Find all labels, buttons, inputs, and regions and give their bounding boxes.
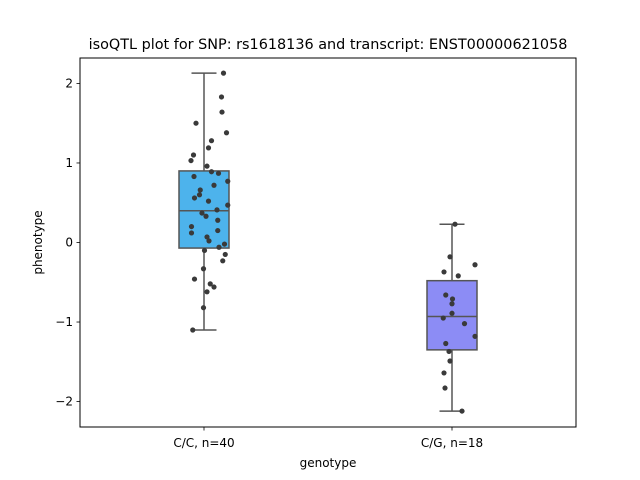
data-point — [220, 258, 226, 264]
data-point — [208, 169, 215, 175]
data-point — [441, 370, 447, 376]
data-point — [204, 163, 210, 169]
data-point — [459, 408, 465, 414]
data-point — [447, 358, 453, 364]
data-point — [211, 284, 217, 290]
y-tick-label: 2 — [65, 76, 73, 90]
y-tick-label: −2 — [55, 395, 73, 409]
data-point — [215, 227, 221, 234]
data-point — [221, 241, 228, 247]
data-point — [204, 289, 210, 295]
data-point — [215, 217, 221, 223]
data-point — [455, 273, 461, 279]
data-point — [449, 310, 455, 316]
data-point — [201, 247, 208, 254]
data-point — [215, 170, 222, 176]
data-point — [204, 234, 210, 240]
data-point — [220, 70, 227, 76]
data-point — [200, 266, 207, 272]
data-point — [219, 109, 225, 115]
data-point — [441, 269, 447, 275]
data-point — [211, 182, 217, 188]
data-point — [461, 321, 468, 327]
data-point — [222, 251, 228, 258]
data-point — [188, 223, 195, 230]
data-point — [225, 202, 231, 208]
data-point — [223, 130, 230, 136]
data-point — [191, 195, 198, 201]
y-tick-label: −1 — [55, 315, 73, 329]
plot-frame — [79, 57, 577, 428]
data-point — [207, 281, 213, 287]
data-point — [188, 157, 194, 164]
data-point — [449, 301, 455, 307]
plot-area — [178, 70, 478, 414]
data-point — [446, 348, 452, 355]
data-point — [472, 333, 478, 339]
chart-title: isoQTL plot for SNP: rs1618136 and trans… — [89, 37, 568, 53]
box-iqr — [178, 170, 230, 249]
data-point — [442, 385, 448, 391]
data-point — [443, 292, 449, 298]
data-point — [449, 296, 456, 302]
data-point — [188, 230, 195, 236]
x-tick-label: C/G, n=18 — [421, 436, 483, 450]
data-point — [199, 210, 205, 216]
data-point — [443, 340, 449, 347]
data-point — [214, 207, 220, 213]
x-tick-label: C/C, n=40 — [173, 436, 234, 450]
x-axis-label: genotype — [300, 456, 357, 470]
data-point — [452, 221, 458, 227]
box-group — [426, 221, 478, 414]
data-point — [200, 305, 207, 311]
data-point — [190, 152, 197, 158]
data-point — [208, 138, 215, 144]
data-point — [193, 120, 199, 126]
data-point — [472, 262, 478, 268]
data-point — [225, 178, 231, 184]
box-group — [178, 70, 231, 333]
y-tick-label: 1 — [65, 156, 73, 170]
data-point — [206, 238, 212, 244]
data-point — [191, 276, 198, 282]
data-point — [205, 198, 212, 204]
data-point — [197, 187, 203, 193]
data-point — [203, 213, 209, 219]
data-point — [191, 173, 197, 180]
data-point — [216, 244, 222, 250]
axes: −2 −1 0 1 2 C/C, n=40 C/G, n=18 — [55, 76, 483, 450]
data-point — [190, 327, 196, 333]
data-point — [440, 315, 446, 321]
data-point — [218, 94, 225, 100]
data-point — [447, 254, 453, 260]
data-point — [196, 192, 203, 198]
y-tick-label: 0 — [65, 236, 73, 250]
data-point — [205, 145, 212, 151]
y-axis-label: phenotype — [31, 210, 45, 274]
